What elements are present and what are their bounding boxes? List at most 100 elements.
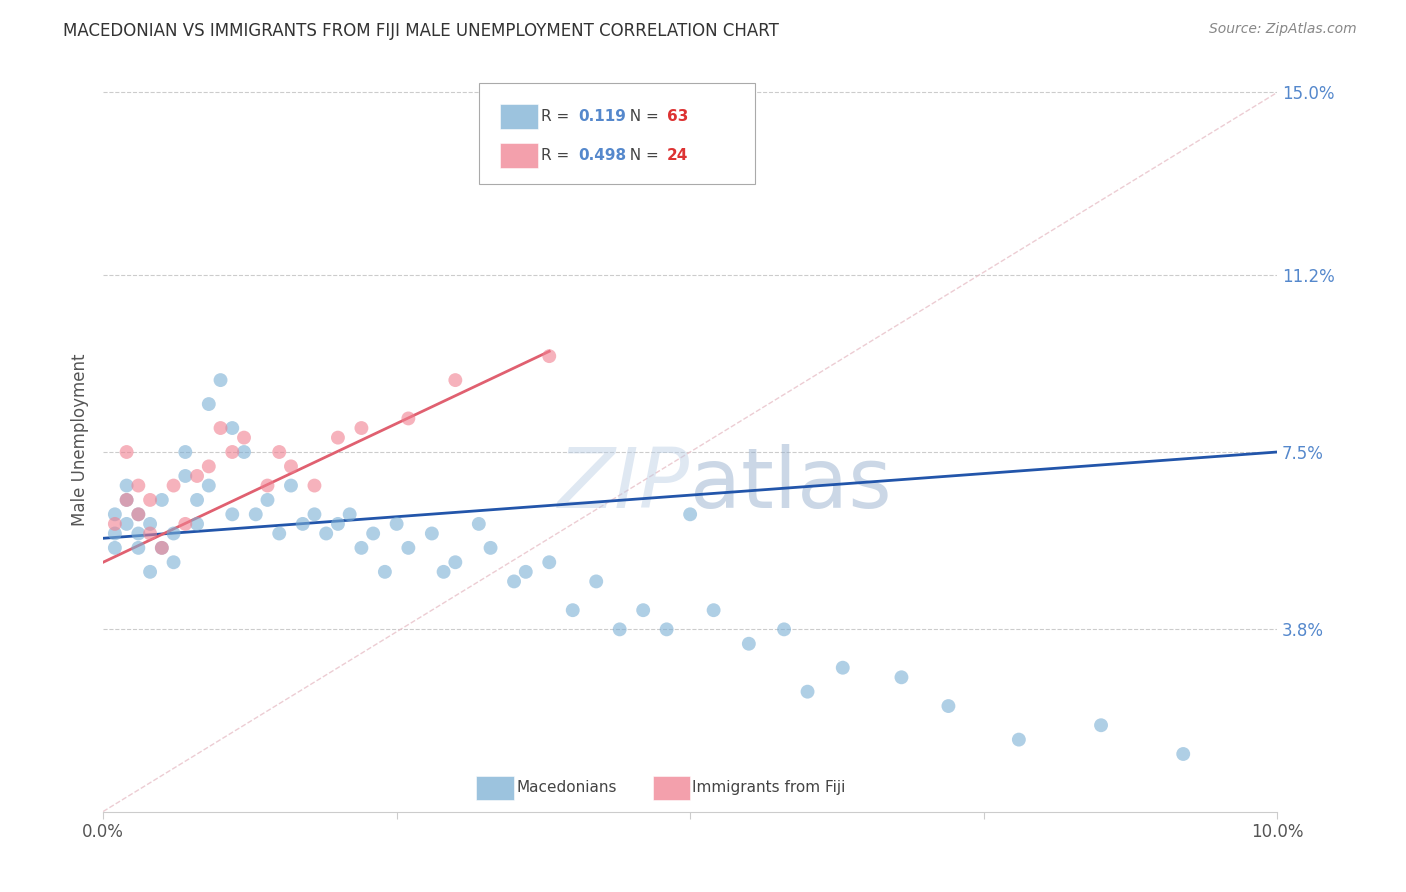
- Point: [245, 508, 267, 522]
- Point: [679, 508, 702, 522]
- Point: [444, 373, 467, 387]
- Point: [127, 541, 149, 555]
- Point: [139, 565, 162, 579]
- Point: [585, 574, 607, 589]
- Point: [304, 508, 326, 522]
- Text: 24: 24: [666, 148, 688, 163]
- Point: [420, 526, 443, 541]
- Text: N =: N =: [620, 110, 664, 124]
- FancyBboxPatch shape: [652, 776, 690, 799]
- Point: [890, 670, 912, 684]
- Point: [197, 397, 219, 411]
- Point: [127, 526, 149, 541]
- Point: [269, 445, 291, 459]
- Point: [350, 421, 373, 435]
- Point: [339, 508, 361, 522]
- Point: [703, 603, 725, 617]
- Point: [233, 445, 256, 459]
- Point: [127, 508, 149, 522]
- Point: [174, 469, 197, 483]
- Point: [139, 516, 162, 531]
- Point: [150, 541, 173, 555]
- Point: [186, 492, 208, 507]
- Point: [304, 478, 326, 492]
- Text: Source: ZipAtlas.com: Source: ZipAtlas.com: [1209, 22, 1357, 37]
- Point: [291, 516, 314, 531]
- Point: [433, 565, 456, 579]
- Point: [468, 516, 491, 531]
- Point: [233, 431, 256, 445]
- Point: [326, 516, 349, 531]
- Point: [174, 516, 197, 531]
- Point: [221, 421, 243, 435]
- Point: [396, 411, 419, 425]
- Point: [315, 526, 337, 541]
- Y-axis label: Male Unemployment: Male Unemployment: [72, 354, 89, 526]
- Point: [127, 508, 149, 522]
- Point: [197, 459, 219, 474]
- Point: [374, 565, 396, 579]
- Point: [796, 684, 818, 698]
- Point: [361, 526, 384, 541]
- Point: [127, 478, 149, 492]
- Text: 63: 63: [666, 110, 688, 124]
- Point: [538, 555, 561, 569]
- Point: [396, 541, 419, 555]
- Point: [115, 478, 138, 492]
- Point: [115, 492, 138, 507]
- Text: 0.119: 0.119: [579, 110, 627, 124]
- Point: [115, 516, 138, 531]
- Point: [503, 574, 526, 589]
- Point: [162, 478, 184, 492]
- Point: [538, 349, 561, 363]
- Point: [139, 526, 162, 541]
- Point: [256, 492, 278, 507]
- Point: [350, 541, 373, 555]
- Point: [115, 492, 138, 507]
- Text: R =: R =: [541, 148, 574, 163]
- Text: N =: N =: [620, 148, 664, 163]
- Point: [139, 492, 162, 507]
- Point: [221, 445, 243, 459]
- Point: [280, 478, 302, 492]
- Point: [104, 541, 127, 555]
- Point: [280, 459, 302, 474]
- Point: [1173, 747, 1195, 761]
- Point: [221, 508, 243, 522]
- Point: [738, 637, 761, 651]
- Point: [444, 555, 467, 569]
- Text: Macedonians: Macedonians: [516, 780, 617, 796]
- Point: [269, 526, 291, 541]
- Point: [385, 516, 408, 531]
- Text: MACEDONIAN VS IMMIGRANTS FROM FIJI MALE UNEMPLOYMENT CORRELATION CHART: MACEDONIAN VS IMMIGRANTS FROM FIJI MALE …: [63, 22, 779, 40]
- FancyBboxPatch shape: [501, 143, 537, 168]
- Point: [938, 699, 960, 714]
- Text: ZIP: ZIP: [558, 444, 690, 525]
- Point: [831, 661, 853, 675]
- FancyBboxPatch shape: [479, 83, 755, 184]
- Point: [515, 565, 537, 579]
- Point: [256, 478, 278, 492]
- Point: [104, 516, 127, 531]
- Text: R =: R =: [541, 110, 574, 124]
- Point: [174, 445, 197, 459]
- Point: [631, 603, 654, 617]
- Text: atlas: atlas: [690, 444, 891, 525]
- Point: [209, 373, 232, 387]
- FancyBboxPatch shape: [501, 104, 537, 129]
- Point: [104, 526, 127, 541]
- Point: [186, 516, 208, 531]
- Point: [104, 508, 127, 522]
- Point: [197, 478, 219, 492]
- Point: [115, 445, 138, 459]
- Point: [162, 555, 184, 569]
- Text: Immigrants from Fiji: Immigrants from Fiji: [693, 780, 846, 796]
- Point: [561, 603, 583, 617]
- Text: 0.498: 0.498: [579, 148, 627, 163]
- Point: [326, 431, 349, 445]
- Point: [162, 526, 184, 541]
- FancyBboxPatch shape: [477, 776, 515, 799]
- Point: [1008, 732, 1031, 747]
- Point: [655, 623, 678, 637]
- Point: [609, 623, 631, 637]
